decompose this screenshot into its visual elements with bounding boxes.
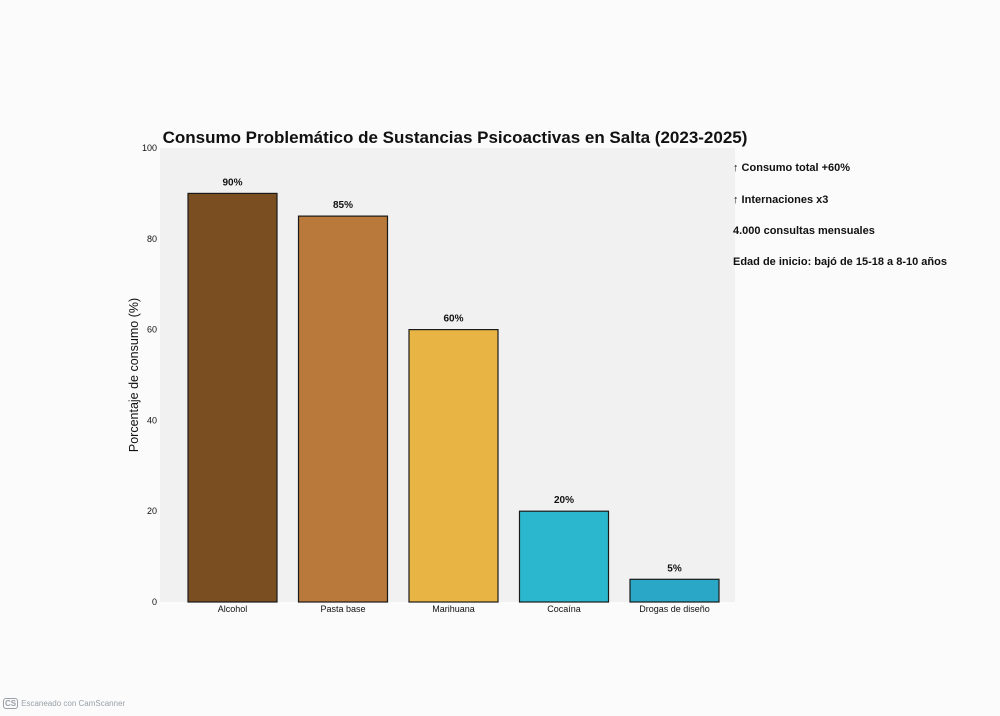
camscanner-watermark: CS Escaneado con CamScanner: [3, 698, 125, 709]
bar: [408, 329, 499, 603]
bar: [518, 510, 610, 603]
camscanner-logo-icon: CS: [3, 698, 19, 709]
watermark-text: Escaneado con CamScanner: [21, 699, 126, 708]
category-label: Cocaína: [547, 604, 581, 614]
annotation-internaciones: ↑ Internaciones x3: [733, 194, 828, 206]
category-label: Marihuana: [432, 604, 475, 614]
bars: [187, 192, 720, 603]
y-tick-label: 100: [142, 143, 157, 153]
y-tick-label: 0: [152, 597, 157, 607]
data-label: 60%: [443, 314, 463, 325]
category-label: Alcohol: [218, 604, 248, 614]
bar: [297, 215, 389, 603]
chart-title: Consumo Problemático de Sustancias Psico…: [163, 128, 748, 147]
data-label: 85%: [333, 200, 353, 211]
data-labels: 90% 85% 60% 20% 5%: [222, 177, 681, 574]
annotations: ↑ Consumo total +60% ↑ Internaciones x3 …: [733, 162, 947, 268]
category-labels: Alcohol Pasta base Marihuana Cocaína Drogas …: [218, 604, 710, 614]
y-tick-label: 40: [147, 415, 157, 425]
annotation-edad-inicio: Edad de inicio: bajó de 15-18 a 8-10 año…: [733, 256, 947, 268]
bar: [187, 192, 278, 603]
annotation-consumo-total: ↑ Consumo total +60%: [733, 162, 850, 174]
y-axis-label: Porcentaje de consumo (%): [127, 298, 141, 452]
category-label: Pasta base: [320, 604, 365, 614]
data-label: 90%: [222, 177, 242, 188]
y-axis-ticks: 0 20 40 60 80 100: [142, 143, 157, 607]
data-label: 5%: [667, 563, 682, 574]
y-tick-label: 60: [147, 325, 157, 335]
category-label: Drogas de diseño: [639, 604, 710, 614]
bar: [629, 578, 720, 603]
y-tick-label: 20: [147, 506, 157, 516]
annotation-consultas: 4.000 consultas mensuales: [733, 225, 875, 237]
y-tick-label: 80: [147, 234, 157, 244]
data-label: 20%: [554, 495, 574, 506]
